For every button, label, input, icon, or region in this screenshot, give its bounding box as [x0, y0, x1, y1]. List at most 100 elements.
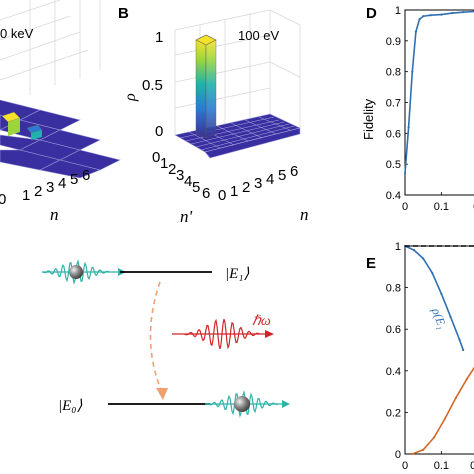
y-tick-label: 0	[395, 449, 401, 461]
svg-text:3: 3	[46, 179, 54, 196]
series-line-1	[412, 366, 474, 455]
series-line-0	[404, 245, 464, 351]
panel-b-energy: 100 eV	[238, 28, 280, 43]
panel-b-floor-grid	[179, 116, 295, 151]
y-tick-label: 0.9	[386, 36, 401, 48]
data-point	[422, 15, 425, 18]
svg-text:6: 6	[82, 167, 90, 184]
upper-level-label: |E₁⟩	[225, 266, 250, 282]
panel-d-y-label: Fidelity	[361, 98, 376, 140]
panel-b-z-ticks: 1 0.5 0	[142, 29, 163, 140]
y-tick-label: 1	[395, 241, 401, 253]
incoming-wavepacket	[41, 259, 126, 285]
svg-text:0: 0	[152, 149, 160, 166]
data-point	[458, 338, 461, 341]
panel-e: E 1 0.8 0.6 0.4 0.2 0 0 0.1 0.2 ρ(E₁	[366, 241, 474, 472]
data-point	[418, 18, 421, 21]
data-point	[462, 348, 465, 352]
svg-text:0: 0	[218, 187, 226, 204]
panel-b-x-label: n	[300, 205, 309, 224]
panel-e-curve-label: ρ(E₁	[429, 305, 450, 331]
panel-c: |E₁⟩ ℏω |E₀⟩	[41, 259, 290, 419]
svg-text:5: 5	[278, 167, 286, 184]
svg-text:4: 4	[184, 173, 192, 190]
panel-a-x-label: n	[50, 205, 59, 224]
panel-a-floor	[0, 99, 121, 179]
svg-text:1: 1	[155, 29, 163, 46]
panel-b-x-ticks: 0 1 2 3 4 5 6	[218, 163, 298, 204]
data-point	[432, 436, 436, 439]
panel-a: 0 keV 0 1 2 3 4 5 6 n	[0, 0, 121, 224]
panel-a-x-ticks: 0 1 2 3 4 5 6	[0, 167, 90, 208]
data-point	[411, 70, 414, 73]
lower-level-label: |E₀⟩	[58, 398, 83, 414]
svg-text:5: 5	[192, 179, 200, 196]
svg-text:6: 6	[290, 163, 298, 180]
data-point	[465, 378, 468, 381]
panel-b-z-label: ρ	[122, 93, 139, 102]
particle-icon	[69, 265, 83, 279]
svg-text:0: 0	[155, 123, 163, 140]
outgoing-wavepacket	[205, 389, 290, 419]
y-tick-label: 0.6	[386, 128, 401, 140]
x-tick-label: 0	[402, 201, 408, 213]
svg-text:0.5: 0.5	[142, 77, 163, 94]
panel-d: D 1 0.9 0.8 0.7 0.6 0.5 0.4 00.10. Fidelity	[361, 5, 474, 213]
panel-b: B 1 0.5 0 ρ 100 eV	[118, 5, 309, 226]
svg-text:2: 2	[242, 179, 250, 196]
svg-text:3: 3	[254, 175, 262, 192]
data-point	[422, 448, 425, 451]
data-point	[451, 11, 454, 15]
particle-icon	[234, 396, 250, 412]
y-tick-label: 0.8	[386, 67, 401, 79]
panel-b-letter: B	[118, 5, 129, 22]
panel-e-x-ticks: 0 0.1 0.2	[402, 451, 474, 472]
y-tick-label: 0.4	[386, 190, 401, 202]
panel-e-plot	[403, 244, 474, 456]
svg-text:3: 3	[176, 167, 184, 184]
panel-d-y-ticks: 1 0.9 0.8 0.7 0.6 0.5 0.4	[386, 5, 408, 202]
svg-text:1: 1	[230, 183, 238, 200]
svg-text:2: 2	[34, 183, 42, 200]
panel-b-bar-00	[195, 34, 217, 139]
panel-d-letter: D	[366, 5, 377, 22]
y-tick-label: 0.7	[386, 98, 401, 110]
data-point	[403, 172, 407, 175]
svg-text:1: 1	[22, 187, 30, 204]
panel-e-y-ticks: 1 0.8 0.6 0.4 0.2 0	[386, 241, 408, 461]
y-tick-label: 0.6	[386, 324, 401, 336]
data-point	[449, 315, 452, 318]
svg-text:6: 6	[202, 185, 210, 202]
data-point	[407, 126, 410, 129]
data-point	[431, 271, 434, 275]
data-point	[412, 249, 416, 252]
svg-text:1: 1	[160, 155, 168, 172]
svg-text:0: 0	[0, 191, 6, 208]
data-point	[422, 257, 425, 260]
panel-a-energy: 0 keV	[0, 26, 34, 41]
photon-energy-label: ℏω	[252, 314, 271, 329]
data-point	[454, 396, 458, 399]
data-point	[440, 13, 443, 16]
data-point	[429, 14, 432, 17]
x-tick-label: 0	[402, 460, 408, 472]
panel-b-y-ticks: 0 1 2 3 4 5 6	[152, 149, 210, 202]
panel-e-letter: E	[366, 255, 376, 272]
data-point	[443, 417, 447, 420]
panel-b-y-label: n'	[180, 207, 193, 226]
svg-text:2: 2	[168, 161, 176, 178]
data-point	[414, 30, 418, 33]
y-tick-label: 0.8	[386, 283, 401, 295]
svg-text:4: 4	[266, 171, 274, 188]
svg-text:4: 4	[58, 175, 66, 192]
x-tick-label: 0.1	[434, 460, 449, 472]
y-tick-label: 0.4	[386, 366, 401, 378]
data-point	[440, 292, 443, 295]
data-point	[462, 11, 465, 14]
y-tick-label: 0.5	[386, 159, 401, 171]
y-tick-label: 1	[395, 5, 401, 17]
panel-d-plot	[403, 10, 474, 175]
series-line-0	[404, 10, 474, 174]
data-point	[411, 452, 414, 456]
panel-d-x-ticks: 00.10.	[402, 192, 474, 213]
